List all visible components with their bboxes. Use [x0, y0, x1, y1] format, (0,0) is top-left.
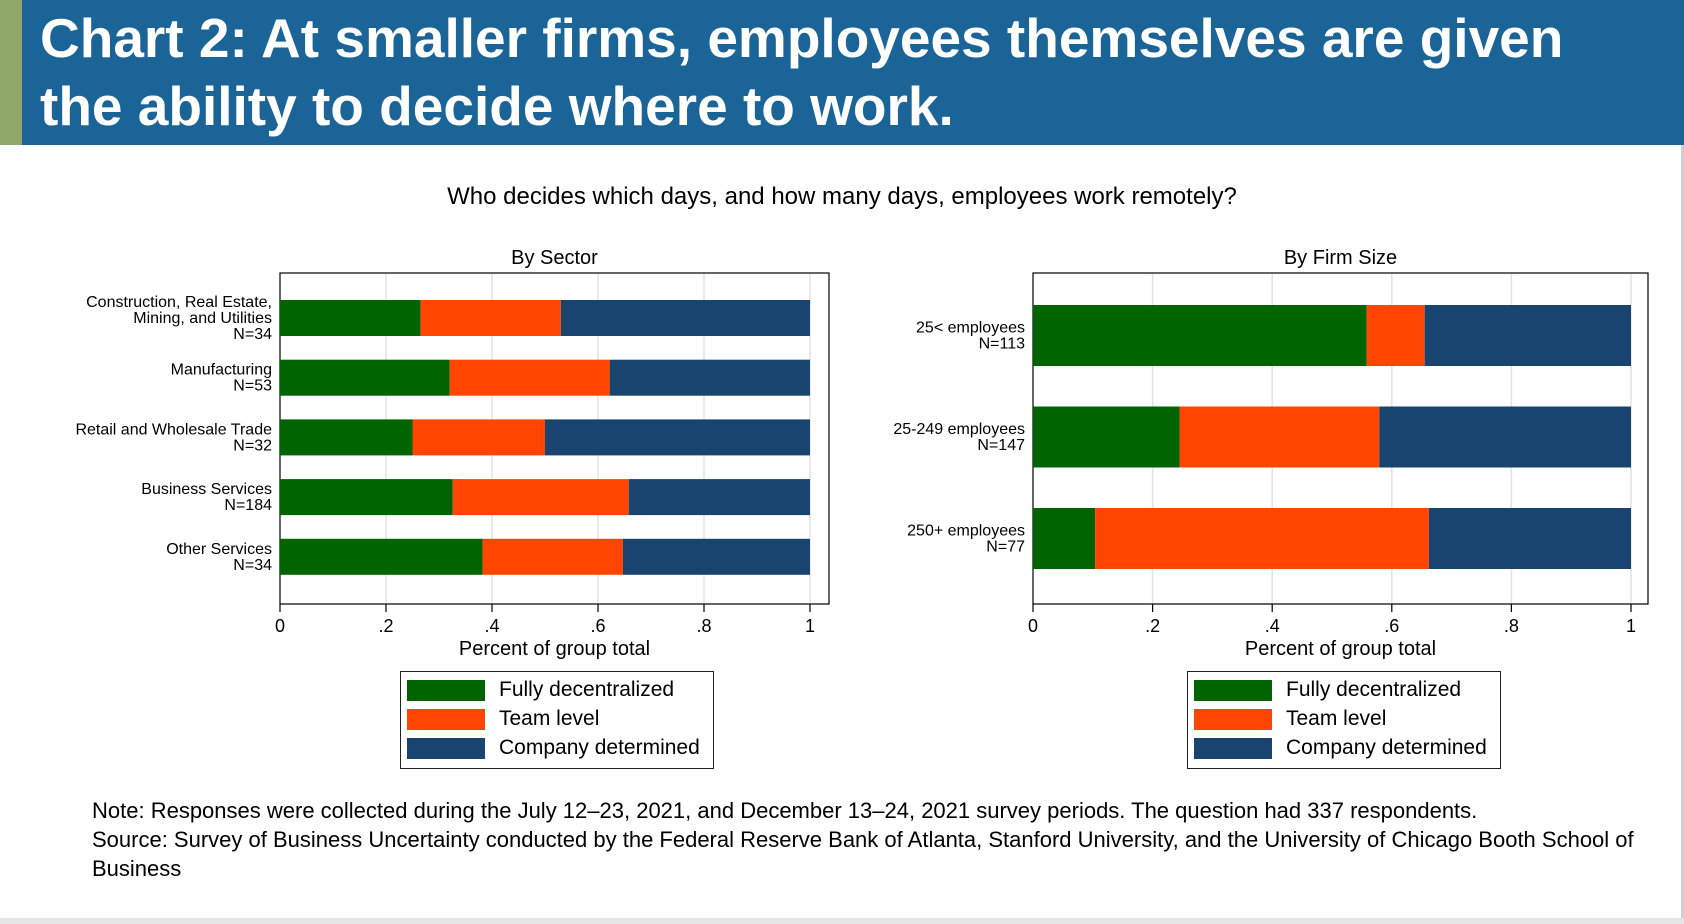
bar-team-level-sector-2: [412, 419, 545, 456]
bar-company-determined-firm-size-1: [1379, 406, 1631, 468]
bar-company-determined-sector-0: [560, 300, 810, 336]
x-axis-label-sector: Percent of group total: [459, 638, 650, 660]
source-text: Source: Survey of Business Uncertainty c…: [92, 827, 1634, 881]
x-tick-label-firm-size: .6: [1384, 616, 1399, 636]
bar-company-determined-firm-size-2: [1428, 508, 1631, 569]
page-title: Chart 2: At smaller firms, employees the…: [40, 7, 1564, 137]
x-tick-label-firm-size: .2: [1145, 616, 1160, 636]
bar-fully-decentralized-sector-3: [280, 479, 453, 516]
legend-swatch-team-level: [1194, 709, 1272, 730]
x-tick-label-sector: .4: [484, 616, 499, 636]
category-label-sector-4: Other Services: [166, 541, 272, 558]
legend-label-company-determined: Company determined: [1286, 736, 1487, 759]
bar-team-level-firm-size-1: [1179, 406, 1380, 468]
category-label-firm-size-2: N=77: [986, 539, 1025, 556]
bar-company-determined-sector-2: [545, 419, 810, 456]
category-label-sector-3: Business Services: [141, 481, 272, 498]
category-label-firm-size-1: N=147: [977, 437, 1025, 454]
x-tick-label-sector: .2: [378, 616, 393, 636]
bar-team-level-firm-size-2: [1095, 508, 1429, 569]
legend-swatch-team-level: [407, 709, 485, 730]
legend-item-team-level: Team level: [1194, 707, 1494, 731]
category-label-firm-size-0: N=113: [979, 336, 1026, 353]
bar-company-determined-sector-3: [628, 479, 810, 516]
frame-bottom-border: [0, 918, 1684, 924]
category-label-sector-3: N=184: [224, 497, 272, 514]
panel-title-firm-size: By Firm Size: [1284, 247, 1397, 269]
legend-label-team-level: Team level: [499, 707, 600, 730]
x-tick-label-firm-size: .4: [1265, 616, 1280, 636]
legend-item-team-level: Team level: [407, 707, 707, 731]
bar-fully-decentralized-sector-0: [280, 300, 421, 336]
category-label-sector-0: N=34: [233, 326, 272, 343]
category-label-sector-1: Manufacturing: [171, 362, 272, 379]
chart-subtitle: Who decides which days, and how many day…: [447, 183, 1237, 210]
legend-label-fully-decentralized: Fully decentralized: [1286, 678, 1462, 701]
sector-legend: Fully decentralized Team level Company d…: [400, 671, 714, 769]
x-axis-label-firm-size: Percent of group total: [1245, 638, 1436, 660]
legend-swatch-fully-decentralized: [1194, 680, 1272, 701]
legend-label-company-determined: Company determined: [499, 736, 700, 759]
bar-team-level-sector-4: [482, 538, 623, 575]
category-label-sector-2: N=32: [233, 437, 272, 454]
title-banner: Chart 2: At smaller firms, employees the…: [0, 0, 1684, 145]
bar-fully-decentralized-firm-size-2: [1033, 508, 1096, 569]
bar-fully-decentralized-firm-size-1: [1033, 406, 1180, 468]
category-label-sector-2: Retail and Wholesale Trade: [75, 421, 272, 438]
category-label-firm-size-2: 250+ employees: [907, 523, 1025, 540]
panel-title-sector: By Sector: [511, 247, 598, 269]
note-text: Note: Responses were collected during th…: [92, 798, 1478, 823]
bar-company-determined-sector-4: [622, 538, 810, 575]
bar-fully-decentralized-sector-4: [280, 538, 483, 575]
bar-team-level-sector-0: [420, 300, 561, 336]
legend-label-team-level: Team level: [1286, 707, 1387, 730]
bar-company-determined-firm-size-0: [1424, 305, 1631, 366]
x-tick-label-firm-size: 1: [1626, 616, 1636, 636]
x-tick-label-firm-size: 0: [1028, 616, 1038, 636]
firm-size-legend: Fully decentralized Team level Company d…: [1187, 671, 1501, 769]
x-tick-label-sector: 1: [805, 616, 815, 636]
x-tick-label-sector: .6: [590, 616, 605, 636]
legend-item-fully-decentralized: Fully decentralized: [1194, 678, 1494, 702]
category-label-sector-4: N=34: [233, 557, 272, 574]
legend-swatch-company-determined: [1194, 738, 1272, 759]
bar-team-level-firm-size-0: [1366, 305, 1425, 366]
legend-item-company-determined: Company determined: [407, 736, 707, 760]
category-label-sector-1: N=53: [233, 378, 272, 395]
x-tick-label-sector: .8: [696, 616, 711, 636]
legend-item-fully-decentralized: Fully decentralized: [407, 678, 707, 702]
legend-item-company-determined: Company determined: [1194, 736, 1494, 760]
bar-team-level-sector-1: [449, 359, 610, 396]
bar-team-level-sector-3: [452, 479, 629, 516]
x-tick-label-firm-size: .8: [1504, 616, 1519, 636]
bar-company-determined-sector-1: [609, 359, 810, 396]
legend-swatch-company-determined: [407, 738, 485, 759]
legend-swatch-fully-decentralized: [407, 680, 485, 701]
legend-label-fully-decentralized: Fully decentralized: [499, 678, 675, 701]
banner-accent-bar: [0, 0, 22, 145]
notes-block: Note: Responses were collected during th…: [92, 796, 1652, 883]
bar-fully-decentralized-sector-1: [280, 359, 450, 396]
x-tick-label-sector: 0: [275, 616, 285, 636]
category-label-firm-size-1: 25-249 employees: [893, 421, 1025, 438]
bar-fully-decentralized-sector-2: [280, 419, 413, 456]
category-label-firm-size-0: 25< employees: [916, 320, 1025, 337]
bar-fully-decentralized-firm-size-0: [1033, 305, 1367, 366]
category-label-sector-0: Mining, and Utilities: [133, 310, 272, 327]
frame-right-border: [1681, 145, 1684, 924]
category-label-sector-0: Construction, Real Estate,: [86, 294, 272, 311]
